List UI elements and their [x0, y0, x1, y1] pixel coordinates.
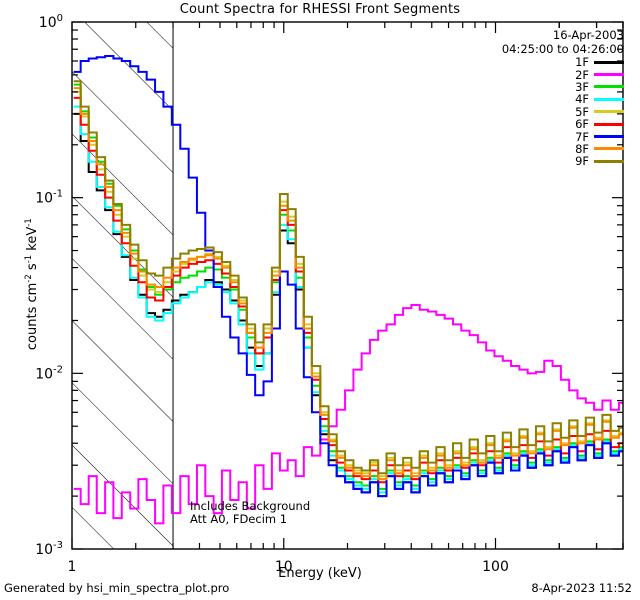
plot-annotation: Includes Background Att A0, FDecim 1 — [190, 500, 310, 526]
series-line-6f — [73, 96, 623, 484]
x-tick-label: 100 — [482, 559, 509, 575]
legend-item-7f: 7F — [575, 129, 624, 144]
legend-item-3f: 3F — [575, 79, 624, 94]
footer-timestamp: 8-Apr-2023 11:52 — [531, 581, 632, 595]
legend-label: 1F — [575, 55, 589, 70]
legend-color-swatch — [594, 73, 624, 77]
y-tick-label: 100 — [39, 13, 63, 31]
legend-color-swatch — [594, 60, 624, 64]
y-axis-label-text-2: s — [25, 263, 41, 275]
legend-item-2f: 2F — [575, 67, 624, 82]
y-axis-exp-1: -2 — [23, 274, 34, 283]
legend-item-6f: 6F — [575, 117, 624, 132]
legend-item-5f: 5F — [575, 104, 624, 119]
axis-ticks — [71, 21, 624, 550]
y-axis-label-text-3: keV — [25, 226, 41, 255]
legend-label: 6F — [575, 117, 589, 132]
page-title: Count Spectra for RHESSI Front Segments — [179, 2, 461, 17]
observation-info: 16-Apr-2003 04:25:00 to 04:26:00 — [502, 28, 624, 56]
x-tick-label: 1 — [68, 559, 77, 575]
legend-label: 7F — [575, 129, 589, 144]
series-line-9f — [73, 80, 623, 475]
observation-date: 16-Apr-2003 — [552, 28, 624, 42]
x-tick-label: 10 — [275, 559, 293, 575]
legend-label: 4F — [575, 92, 589, 107]
footer-generator: Generated by hsi_min_spectra_plot.pro — [4, 581, 230, 595]
legend-item-9f: 9F — [575, 154, 624, 169]
annotation-line-1: Includes Background — [190, 499, 311, 513]
y-tick-label: 10-2 — [35, 364, 63, 382]
legend-label: 9F — [575, 154, 589, 169]
legend-color-swatch — [594, 159, 624, 163]
legend-item-8f: 8F — [575, 141, 624, 156]
y-axis-label: counts cm-2 s-1 keV-1 — [24, 174, 40, 394]
y-axis-exp-3: -1 — [23, 218, 34, 227]
series-line-8f — [73, 87, 623, 481]
x-axis-label: Energy (keV) — [278, 566, 362, 581]
legend-item-1f: 1F — [575, 55, 624, 70]
legend-color-swatch — [594, 147, 624, 151]
y-axis-exp-2: -1 — [23, 254, 34, 264]
legend-color-swatch — [594, 110, 624, 114]
legend-item-4f: 4F — [575, 92, 624, 107]
annotation-line-2: Att A0, FDecim 1 — [190, 512, 288, 526]
series-line-4f — [73, 105, 623, 494]
legend-color-swatch — [594, 97, 624, 101]
y-tick-label: 10-1 — [35, 189, 63, 207]
legend-color-swatch — [594, 122, 624, 126]
observation-time-range: 04:25:00 to 04:26:00 — [501, 42, 624, 56]
series-line-5f — [73, 90, 623, 478]
legend: 1F 2F 3F 4F 5F 6F 7F 8F 9F — [575, 55, 624, 169]
chart-series-group — [73, 55, 623, 525]
legend-label: 8F — [575, 141, 589, 156]
y-tick-label: 10-3 — [35, 540, 63, 558]
legend-color-swatch — [594, 85, 624, 89]
series-line-3f — [73, 83, 623, 490]
series-line-2f — [73, 303, 623, 525]
legend-label: 5F — [575, 104, 589, 119]
series-line-7f — [73, 55, 623, 498]
legend-color-swatch — [594, 135, 624, 139]
hatched-threshold-region — [72, 22, 174, 549]
legend-label: 3F — [575, 79, 589, 94]
y-axis-label-text: counts cm — [25, 282, 41, 351]
legend-label: 2F — [575, 67, 589, 82]
